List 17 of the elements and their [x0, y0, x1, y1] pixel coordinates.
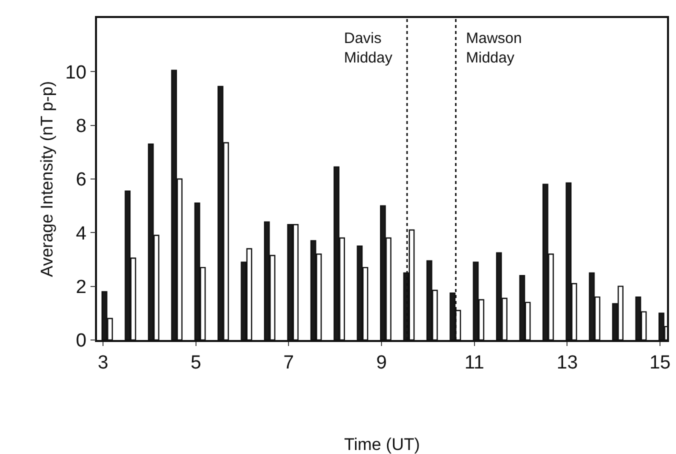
x-tick-label: 3 [98, 352, 108, 374]
y-tick-label: 0 [76, 330, 86, 352]
x-tick-label: 9 [376, 352, 387, 374]
x-axis-title: Time (UT) [344, 435, 420, 454]
ref-line-label: Mawson Midday [466, 30, 522, 66]
x-tick-label: 13 [556, 352, 578, 374]
ref-line-label: Davis Midday [344, 30, 393, 66]
y-tick-label: 8 [76, 116, 86, 137]
y-tick-label: 10 [65, 62, 86, 84]
y-tick-label: 4 [76, 223, 87, 244]
y-tick-label: 6 [76, 170, 86, 191]
x-tick-label: 7 [283, 352, 294, 374]
x-tick-label: 15 [649, 352, 671, 374]
x-tick-label: 5 [190, 352, 202, 374]
y-axis-title: Average Intensity (nT p-p) [37, 81, 56, 277]
y-tick-label: 2 [76, 276, 86, 298]
x-tick-label: 11 [464, 352, 484, 374]
